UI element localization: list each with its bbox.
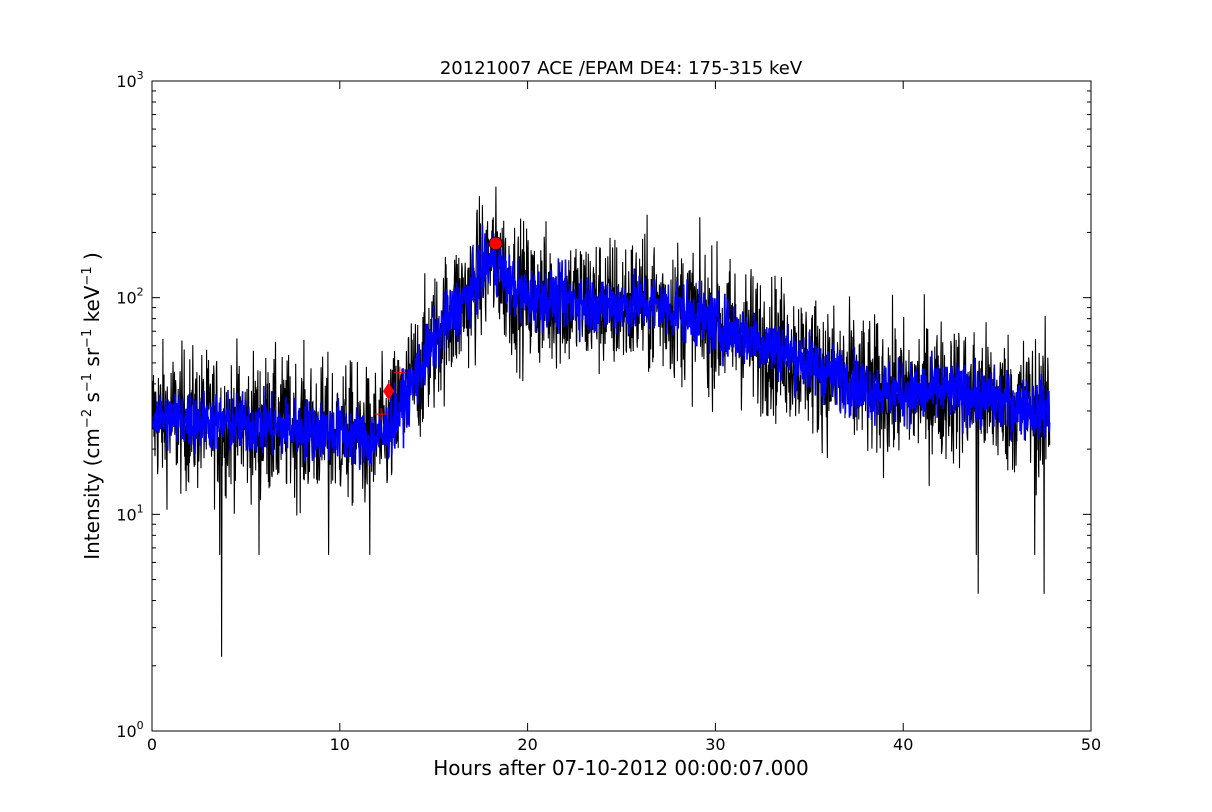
onset-marker-diamond	[383, 382, 395, 401]
y-tick-label: 103	[116, 69, 143, 91]
x-tick-label: 0	[147, 735, 157, 754]
y-tick-label: 101	[116, 502, 143, 524]
peak-marker-circle	[488, 236, 503, 251]
x-tick-label: 20	[517, 735, 537, 754]
tick-labels: 0 10 20 30 40 50 100 101 102 103	[116, 69, 1101, 754]
y-axis-label-mid1: s	[80, 392, 104, 409]
chart-title: 20121007 ACE /EPAM DE4: 175-315 keV	[440, 58, 803, 79]
x-tick-label: 30	[705, 735, 725, 754]
y-axis-label: Intensity (cm−2 s−1 sr−1 keV−1 )	[80, 252, 104, 560]
y-axis-label-suffix: )	[80, 252, 104, 266]
marker-plus-3	[393, 366, 406, 379]
y-axis-label-sup2: −1	[80, 373, 95, 392]
axes-box	[151, 80, 1092, 732]
axes-frame	[151, 80, 1092, 732]
series-blue-line	[152, 225, 1051, 470]
x-tick-label: 10	[330, 735, 350, 754]
marker-plus-2	[375, 408, 388, 421]
x-axis-label: Hours after 07-10-2012 00:00:07.000	[433, 756, 809, 780]
plot-area	[152, 186, 1051, 657]
x-tick-label: 40	[893, 735, 913, 754]
y-axis-label-mid2: sr	[80, 347, 104, 373]
y-tick-label: 102	[116, 286, 143, 308]
y-axis-label-sup3: −1	[80, 329, 95, 348]
y-axis-label-prefix: Intensity (cm	[80, 428, 104, 560]
y-tick-label: 100	[116, 719, 143, 741]
y-axis-label-sup4: −1	[80, 266, 95, 285]
y-axis-label-sup1: −2	[80, 409, 95, 428]
y-axis-label-mid3: keV	[80, 285, 104, 329]
x-tick-label: 50	[1081, 735, 1101, 754]
ticks	[151, 80, 1092, 732]
